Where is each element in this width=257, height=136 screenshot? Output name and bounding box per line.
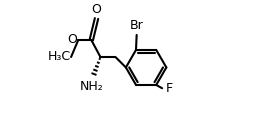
Text: Br: Br [130, 19, 143, 32]
Text: NH₂: NH₂ [80, 81, 104, 93]
Text: H₃C: H₃C [47, 50, 70, 63]
Text: O: O [91, 3, 102, 16]
Text: F: F [165, 82, 172, 95]
Text: O: O [68, 33, 78, 46]
